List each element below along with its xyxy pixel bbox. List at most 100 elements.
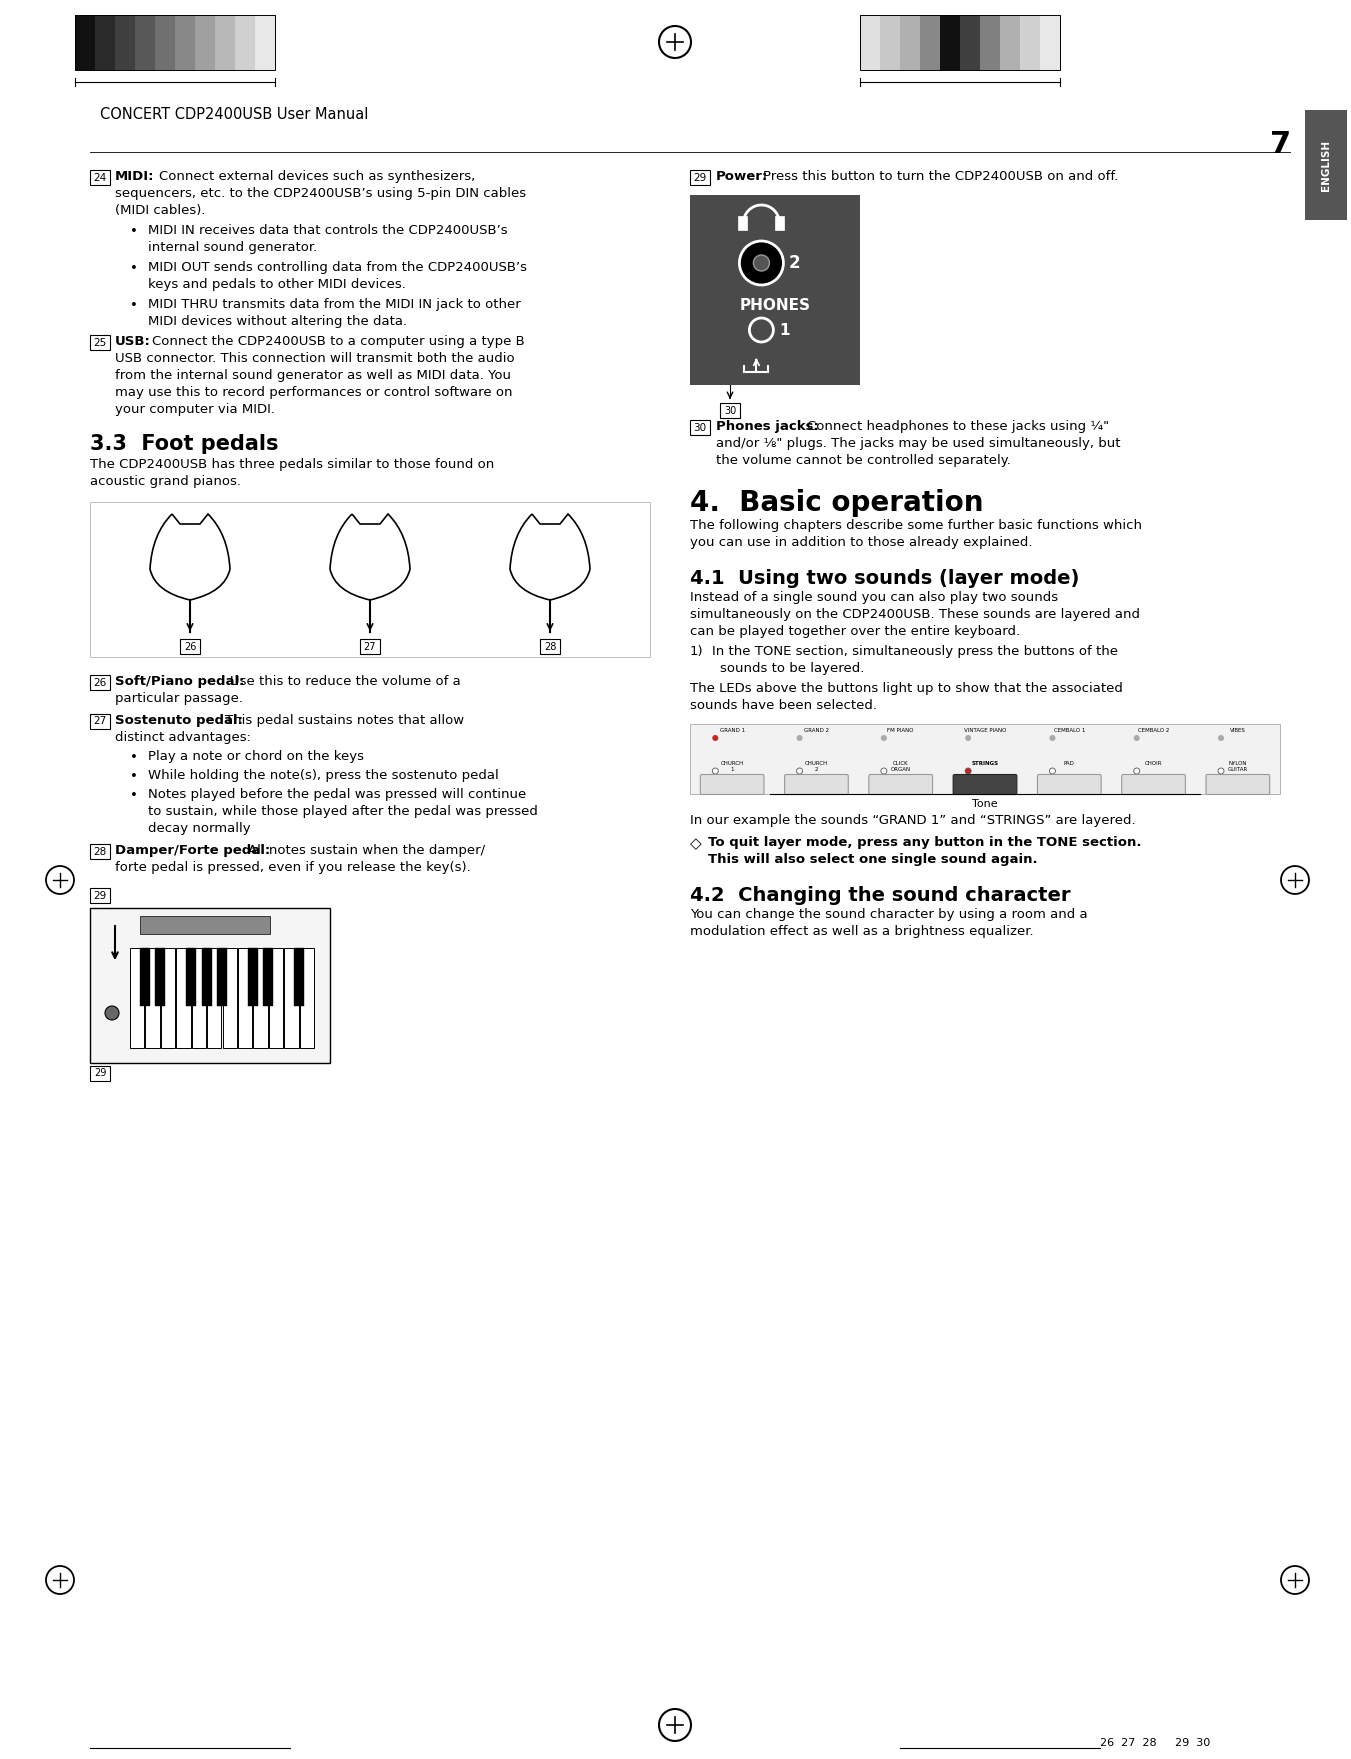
Circle shape <box>797 735 802 741</box>
Text: sounds have been selected.: sounds have been selected. <box>690 698 877 712</box>
Bar <box>91 501 650 658</box>
Text: •: • <box>130 299 138 311</box>
Bar <box>91 844 109 858</box>
Text: The CDP2400USB has three pedals similar to those found on: The CDP2400USB has three pedals similar … <box>91 457 494 471</box>
Text: 1: 1 <box>780 322 790 338</box>
Bar <box>263 948 273 1006</box>
Text: 29: 29 <box>693 172 707 183</box>
PathPatch shape <box>150 514 230 600</box>
Text: •: • <box>130 790 138 802</box>
Text: 7: 7 <box>1270 130 1292 158</box>
Text: internal sound generator.: internal sound generator. <box>149 241 317 253</box>
Text: to sustain, while those played after the pedal was pressed: to sustain, while those played after the… <box>149 806 538 818</box>
Bar <box>249 948 258 1006</box>
Bar <box>254 948 267 1048</box>
Text: 30: 30 <box>693 422 707 433</box>
Bar <box>91 334 109 350</box>
FancyBboxPatch shape <box>1038 774 1101 795</box>
Circle shape <box>797 769 802 774</box>
Bar <box>235 16 255 70</box>
Text: 4.1  Using two sounds (layer mode): 4.1 Using two sounds (layer mode) <box>690 568 1079 588</box>
Text: modulation effect as well as a brightness equalizer.: modulation effect as well as a brightnes… <box>690 925 1034 938</box>
Text: the volume cannot be controlled separately.: the volume cannot be controlled separate… <box>716 454 1011 466</box>
Bar <box>95 16 115 70</box>
Bar <box>91 1066 109 1082</box>
Bar <box>91 675 109 690</box>
Text: Power:: Power: <box>716 171 769 183</box>
FancyBboxPatch shape <box>700 774 763 795</box>
Text: MIDI IN receives data that controls the CDP2400USB’s: MIDI IN receives data that controls the … <box>149 223 508 237</box>
Circle shape <box>712 735 719 741</box>
Circle shape <box>739 241 784 285</box>
Text: from the internal sound generator as well as MIDI data. You: from the internal sound generator as wel… <box>115 369 511 382</box>
Text: GRAND 2: GRAND 2 <box>804 728 830 734</box>
Bar <box>1000 16 1020 70</box>
Bar <box>720 403 740 419</box>
Text: •: • <box>130 770 138 783</box>
Circle shape <box>1050 769 1055 774</box>
Text: Damper/Forte pedal:: Damper/Forte pedal: <box>115 844 270 857</box>
Text: keys and pedals to other MIDI devices.: keys and pedals to other MIDI devices. <box>149 278 405 290</box>
Text: MIDI devices without altering the data.: MIDI devices without altering the data. <box>149 315 407 327</box>
Text: CHOIR: CHOIR <box>1144 762 1162 765</box>
Text: 28: 28 <box>544 642 557 651</box>
Text: 25: 25 <box>93 338 107 348</box>
Text: 1): 1) <box>690 646 704 658</box>
Text: distinct advantages:: distinct advantages: <box>115 732 251 744</box>
Text: 2: 2 <box>789 253 800 273</box>
Bar <box>76 16 276 70</box>
Text: 27: 27 <box>363 642 376 651</box>
Text: Tone: Tone <box>973 799 998 809</box>
Text: 3.3  Foot pedals: 3.3 Foot pedals <box>91 434 278 454</box>
Bar <box>115 16 135 70</box>
Text: CHURCH
1: CHURCH 1 <box>720 762 744 772</box>
Bar <box>201 948 212 1006</box>
Text: To quit layer mode, press any button in the TONE section.: To quit layer mode, press any button in … <box>708 836 1142 850</box>
Text: Phones jacks:: Phones jacks: <box>716 420 819 433</box>
Text: ◇: ◇ <box>690 836 701 851</box>
Text: USB connector. This connection will transmit both the audio: USB connector. This connection will tran… <box>115 352 515 366</box>
Bar <box>295 948 304 1006</box>
Bar <box>155 16 176 70</box>
Bar <box>690 420 711 434</box>
Text: 24: 24 <box>93 172 107 183</box>
Text: All notes sustain when the damper/: All notes sustain when the damper/ <box>249 844 485 857</box>
Circle shape <box>1219 735 1224 741</box>
PathPatch shape <box>509 514 590 600</box>
Text: 26: 26 <box>93 677 107 688</box>
Bar <box>255 16 276 70</box>
Bar <box>91 908 330 1062</box>
Bar <box>207 948 222 1048</box>
Text: 27: 27 <box>93 716 107 726</box>
Bar <box>195 16 215 70</box>
Bar <box>161 948 176 1048</box>
Bar <box>176 948 190 1048</box>
Text: NYLON
GUITAR: NYLON GUITAR <box>1228 762 1248 772</box>
Text: 4.  Basic operation: 4. Basic operation <box>690 489 984 517</box>
Bar <box>146 948 159 1048</box>
Text: (MIDI cables).: (MIDI cables). <box>115 204 205 216</box>
Bar <box>1305 111 1347 220</box>
Text: PAD: PAD <box>1063 762 1075 765</box>
Bar <box>176 16 195 70</box>
PathPatch shape <box>330 514 409 600</box>
Bar <box>690 195 861 385</box>
Bar <box>269 948 284 1048</box>
Bar <box>91 714 109 728</box>
Text: 4.2  Changing the sound character: 4.2 Changing the sound character <box>690 887 1070 904</box>
Bar <box>775 216 785 230</box>
Text: CEMBALO 1: CEMBALO 1 <box>1054 728 1085 734</box>
Text: The following chapters describe some further basic functions which: The following chapters describe some fur… <box>690 519 1142 531</box>
Text: MIDI OUT sends controlling data from the CDP2400USB’s: MIDI OUT sends controlling data from the… <box>149 260 527 274</box>
Text: Instead of a single sound you can also play two sounds: Instead of a single sound you can also p… <box>690 591 1058 603</box>
Text: 28: 28 <box>93 846 107 857</box>
Circle shape <box>712 769 719 774</box>
Text: 26: 26 <box>184 642 196 651</box>
Text: GRAND 1: GRAND 1 <box>720 728 744 734</box>
Text: 26  27  28: 26 27 28 <box>1100 1738 1156 1748</box>
Text: While holding the note(s), press the sostenuto pedal: While holding the note(s), press the sos… <box>149 769 499 783</box>
Text: In our example the sounds “GRAND 1” and “STRINGS” are layered.: In our example the sounds “GRAND 1” and … <box>690 814 1136 827</box>
Bar <box>215 16 235 70</box>
Circle shape <box>1219 769 1224 774</box>
Bar <box>880 16 900 70</box>
